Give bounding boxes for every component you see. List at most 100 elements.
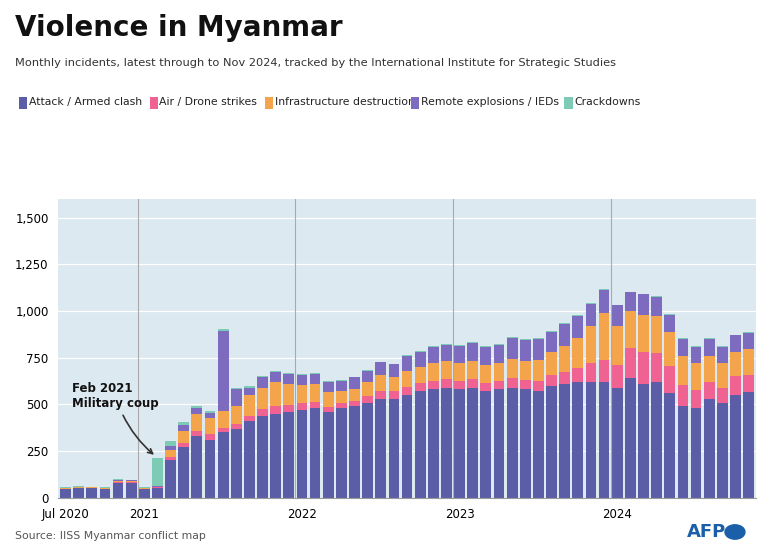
Bar: [481, 392, 492, 498]
Bar: [585, 382, 596, 498]
Bar: [336, 404, 346, 408]
Bar: [717, 388, 728, 403]
Bar: [481, 347, 492, 365]
Bar: [191, 436, 202, 498]
Bar: [638, 384, 649, 498]
Bar: [677, 356, 688, 385]
Bar: [152, 488, 163, 498]
Bar: [612, 326, 623, 365]
Bar: [546, 374, 557, 386]
Bar: [283, 405, 294, 412]
Bar: [296, 374, 307, 385]
Bar: [310, 384, 320, 401]
Bar: [572, 316, 583, 338]
Bar: [454, 345, 465, 346]
Bar: [349, 377, 360, 389]
Bar: [323, 412, 333, 498]
Bar: [415, 383, 425, 392]
Bar: [428, 346, 439, 347]
Bar: [494, 344, 505, 345]
Bar: [612, 305, 623, 326]
Bar: [533, 339, 544, 359]
Bar: [323, 407, 333, 412]
Bar: [717, 346, 728, 347]
Bar: [533, 359, 544, 381]
Bar: [100, 488, 111, 489]
Bar: [441, 362, 452, 379]
Bar: [677, 338, 688, 339]
Bar: [717, 403, 728, 498]
Bar: [677, 339, 688, 356]
Bar: [717, 363, 728, 388]
Bar: [113, 479, 124, 480]
Bar: [376, 399, 386, 498]
Bar: [494, 389, 505, 498]
Bar: [546, 332, 557, 352]
Bar: [402, 395, 412, 498]
Bar: [638, 315, 649, 352]
Bar: [165, 441, 176, 446]
Bar: [415, 392, 425, 498]
Bar: [86, 487, 97, 488]
Bar: [139, 488, 150, 489]
Bar: [178, 425, 189, 430]
Bar: [494, 363, 505, 381]
Bar: [152, 487, 163, 488]
Bar: [730, 395, 741, 498]
Bar: [244, 395, 255, 416]
Bar: [572, 338, 583, 368]
Bar: [296, 385, 307, 404]
Bar: [218, 329, 229, 331]
Bar: [481, 346, 492, 347]
Bar: [690, 390, 701, 408]
Bar: [402, 355, 412, 356]
Bar: [481, 365, 492, 383]
Bar: [468, 379, 478, 388]
Bar: [165, 460, 176, 498]
Bar: [257, 388, 268, 409]
Bar: [336, 380, 346, 381]
Text: Violence in Myanmar: Violence in Myanmar: [15, 14, 343, 42]
Bar: [520, 340, 531, 361]
Bar: [336, 408, 346, 498]
Bar: [507, 338, 518, 359]
Bar: [703, 399, 714, 498]
Bar: [296, 410, 307, 498]
Bar: [191, 408, 202, 414]
Bar: [152, 457, 163, 486]
Bar: [231, 389, 242, 406]
Bar: [507, 378, 518, 388]
Text: AFP: AFP: [687, 523, 727, 541]
Bar: [336, 381, 346, 392]
Circle shape: [725, 525, 745, 539]
Bar: [73, 486, 84, 487]
Bar: [376, 392, 386, 399]
Bar: [191, 414, 202, 430]
Bar: [690, 346, 701, 347]
Bar: [362, 396, 373, 403]
Bar: [86, 488, 97, 498]
Bar: [533, 392, 544, 498]
Text: Air / Drone strikes: Air / Drone strikes: [160, 97, 257, 107]
Text: Remote explosions / IEDs: Remote explosions / IEDs: [421, 97, 558, 107]
Bar: [585, 326, 596, 363]
Bar: [402, 356, 412, 371]
Bar: [178, 447, 189, 498]
Bar: [270, 406, 281, 414]
Bar: [310, 374, 320, 384]
Bar: [572, 368, 583, 382]
Bar: [612, 365, 623, 388]
Bar: [231, 429, 242, 498]
Bar: [152, 486, 163, 487]
Bar: [690, 363, 701, 390]
Bar: [468, 388, 478, 498]
Bar: [625, 348, 636, 378]
Bar: [730, 352, 741, 377]
Bar: [507, 388, 518, 498]
Bar: [415, 367, 425, 383]
Bar: [703, 339, 714, 356]
Bar: [520, 339, 531, 340]
Bar: [703, 356, 714, 382]
Bar: [349, 406, 360, 498]
Bar: [165, 446, 176, 450]
